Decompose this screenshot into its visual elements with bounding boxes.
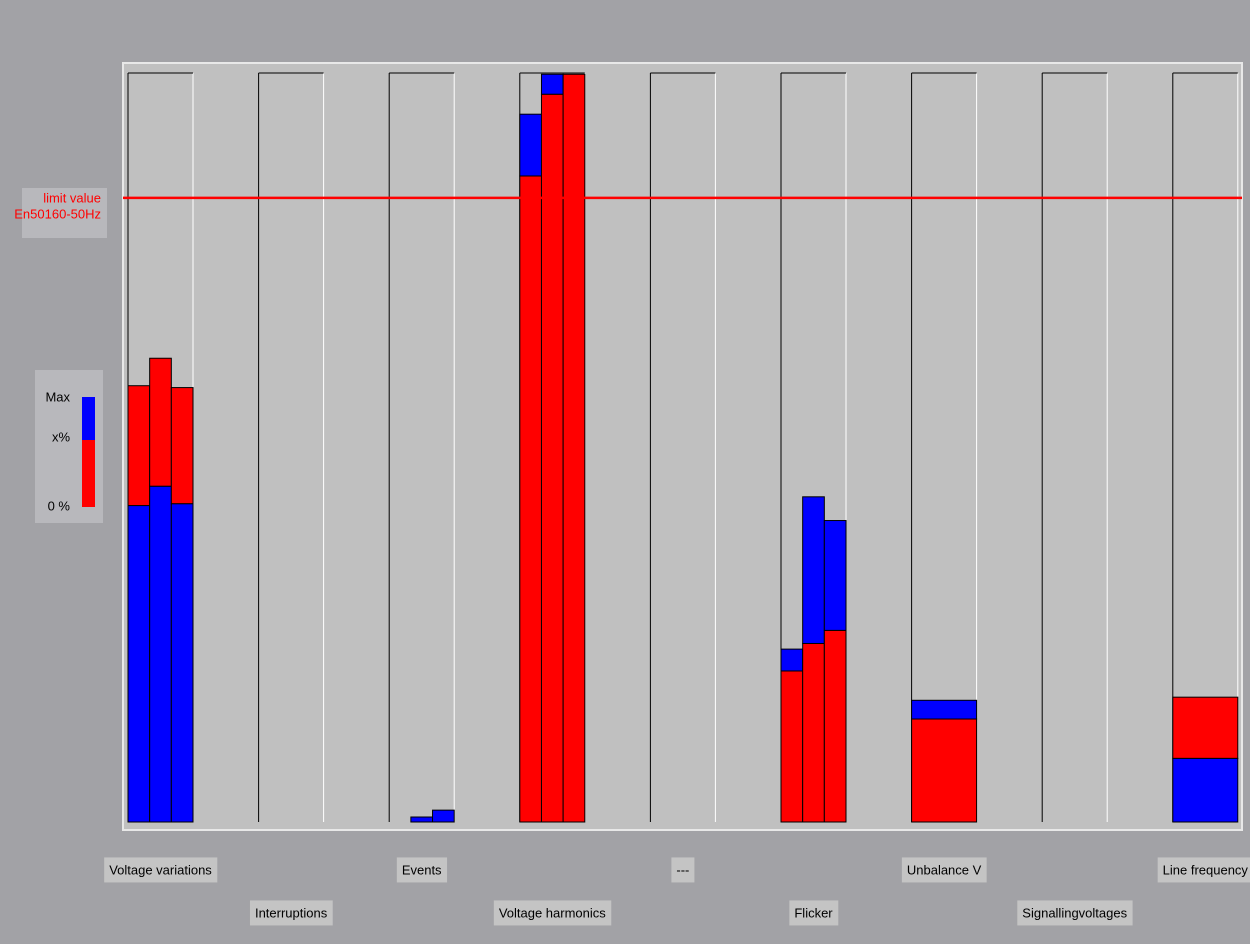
category-label: Line frequency — [1163, 862, 1249, 877]
bar-segment — [170, 503, 194, 823]
bar-segment — [911, 718, 978, 823]
category-label: Voltage harmonics — [499, 905, 606, 920]
label-box — [104, 857, 218, 883]
category-label: --- — [676, 862, 689, 877]
column — [1042, 73, 1108, 822]
limit-label-box — [22, 188, 107, 238]
bar-segment — [802, 642, 825, 823]
legend-label: 0 % — [48, 498, 71, 513]
column — [389, 73, 455, 822]
label-box — [671, 857, 695, 883]
bar-segment — [519, 175, 542, 823]
bar-segment — [823, 520, 847, 631]
bar-segment — [780, 670, 804, 823]
bar-segment — [149, 485, 172, 823]
category-label: Signallingvoltages — [1022, 905, 1127, 920]
bar-segment — [519, 113, 542, 177]
bar-segment — [540, 93, 564, 823]
limit-label: En50160-50Hz — [14, 206, 101, 221]
bar-segment — [802, 496, 825, 644]
bar-segment — [823, 629, 847, 823]
bar-segment — [149, 357, 172, 487]
legend-swatch — [82, 397, 95, 440]
bar-segment — [127, 505, 151, 823]
limit-label: limit value — [43, 190, 101, 205]
column — [258, 73, 324, 822]
bar-segment — [432, 809, 455, 823]
category-label: Events — [402, 862, 442, 877]
label-box — [1017, 900, 1133, 926]
label-box — [901, 857, 987, 883]
category-label: Voltage variations — [109, 862, 212, 877]
legend-label: x% — [52, 429, 71, 444]
legend-label: Max — [45, 389, 70, 404]
legend-swatch — [82, 440, 95, 507]
label-box — [249, 900, 333, 926]
bar-segment — [911, 699, 978, 720]
bar-segment — [1172, 757, 1239, 823]
label-box — [396, 857, 448, 883]
bar-segment — [170, 387, 194, 505]
column — [650, 73, 716, 822]
label-box — [493, 900, 612, 926]
category-label: Interruptions — [255, 905, 328, 920]
bar-segment — [1172, 696, 1239, 759]
category-label: Flicker — [794, 905, 833, 920]
bar-segment — [410, 816, 434, 823]
category-label: Unbalance V — [907, 862, 982, 877]
bar-segment — [127, 385, 151, 507]
bar-segment — [780, 648, 804, 672]
bar-segment — [540, 73, 564, 95]
bar-segment — [562, 73, 586, 823]
label-box — [789, 900, 839, 926]
label-box — [1157, 857, 1250, 883]
